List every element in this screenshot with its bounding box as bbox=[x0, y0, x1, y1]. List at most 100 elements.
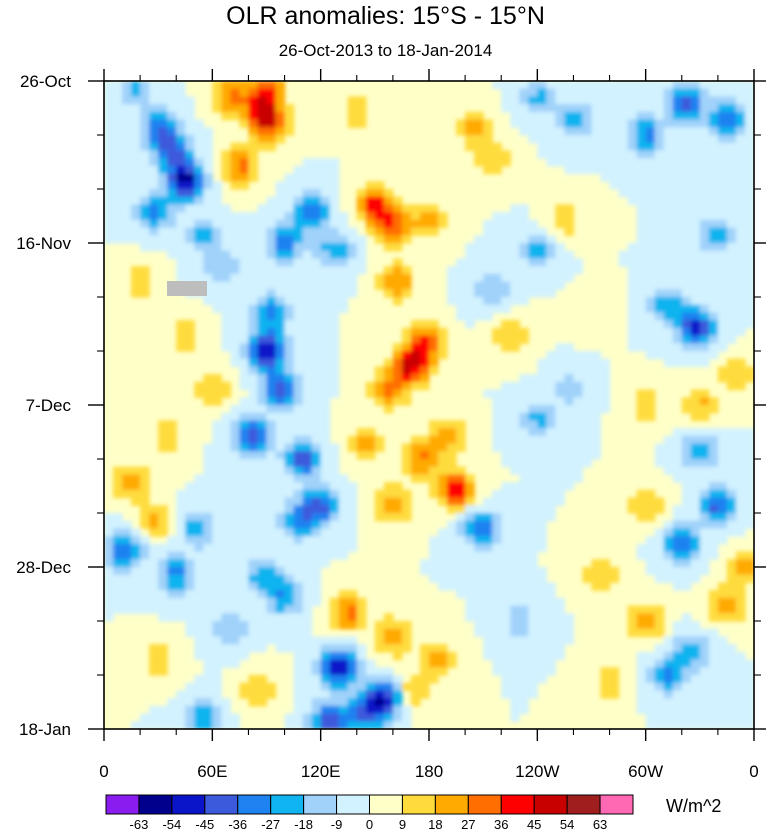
field-cell bbox=[600, 682, 611, 692]
field-cell bbox=[744, 505, 754, 514]
field-cell bbox=[600, 582, 611, 591]
field-cell bbox=[501, 443, 511, 452]
field-cell bbox=[735, 165, 746, 175]
field-cell bbox=[383, 243, 394, 252]
field-cell bbox=[492, 281, 502, 290]
field-cell bbox=[663, 219, 674, 229]
field-cell bbox=[636, 111, 647, 121]
field-cell bbox=[239, 273, 250, 283]
field-cell bbox=[203, 667, 213, 676]
field-cell bbox=[744, 165, 754, 175]
field-cell bbox=[492, 582, 502, 591]
field-cell bbox=[528, 119, 538, 128]
field-cell bbox=[293, 351, 304, 360]
field-cell bbox=[573, 443, 584, 452]
field-cell bbox=[311, 590, 322, 599]
field-cell bbox=[230, 358, 241, 368]
field-cell bbox=[735, 158, 746, 167]
field-cell bbox=[465, 520, 475, 530]
field-cell bbox=[293, 528, 304, 537]
field-cell bbox=[654, 705, 665, 715]
field-cell bbox=[609, 135, 620, 144]
field-cell bbox=[320, 189, 331, 198]
field-cell bbox=[248, 482, 259, 491]
field-cell bbox=[230, 713, 241, 722]
colorbar-level-label: 63 bbox=[593, 817, 607, 830]
field-cell bbox=[347, 497, 358, 506]
field-cell bbox=[699, 358, 710, 368]
field-cell bbox=[492, 567, 502, 576]
field-cell bbox=[131, 528, 141, 537]
field-cell bbox=[717, 443, 728, 452]
field-cell bbox=[284, 111, 295, 121]
field-cell bbox=[302, 227, 313, 236]
field-cell bbox=[546, 142, 556, 152]
field-cell bbox=[474, 111, 484, 121]
field-cell bbox=[663, 88, 674, 98]
field-cell bbox=[429, 343, 439, 352]
field-cell bbox=[356, 428, 367, 437]
field-cell bbox=[510, 513, 520, 522]
field-cell bbox=[311, 644, 322, 653]
field-cell bbox=[483, 312, 493, 321]
field-cell bbox=[293, 497, 304, 506]
field-cell bbox=[131, 227, 141, 236]
field-cell bbox=[302, 343, 313, 352]
field-cell bbox=[591, 420, 602, 429]
field-cell bbox=[699, 243, 710, 252]
field-cell bbox=[347, 227, 358, 236]
field-cell bbox=[546, 412, 556, 422]
field-cell bbox=[438, 551, 448, 560]
field-cell bbox=[320, 420, 331, 429]
field-cell bbox=[699, 466, 710, 476]
field-cell bbox=[230, 343, 241, 352]
field-cell bbox=[510, 482, 520, 491]
field-cell bbox=[672, 335, 683, 344]
field-cell bbox=[221, 459, 231, 468]
field-cell bbox=[456, 266, 466, 275]
field-cell bbox=[140, 150, 150, 159]
field-cell bbox=[519, 628, 529, 638]
field-cell bbox=[609, 181, 620, 190]
field-cell bbox=[131, 543, 141, 553]
field-cell bbox=[329, 366, 340, 375]
field-cell bbox=[456, 482, 466, 491]
field-cell bbox=[293, 459, 304, 468]
field-cell bbox=[140, 235, 150, 244]
field-cell bbox=[338, 219, 349, 229]
field-cell bbox=[663, 327, 674, 337]
field-cell bbox=[690, 135, 701, 144]
field-cell bbox=[474, 597, 484, 607]
field-cell bbox=[609, 119, 620, 128]
field-cell bbox=[744, 212, 754, 221]
field-cell bbox=[564, 81, 575, 90]
field-cell bbox=[690, 297, 701, 306]
field-cell bbox=[419, 381, 430, 391]
field-cell bbox=[230, 543, 241, 553]
field-cell bbox=[320, 250, 331, 260]
field-cell bbox=[221, 111, 231, 121]
field-cell bbox=[185, 590, 195, 599]
field-cell bbox=[185, 181, 195, 190]
field-cell bbox=[284, 721, 295, 729]
field-cell bbox=[438, 451, 448, 460]
field-cell bbox=[717, 81, 728, 90]
field-cell bbox=[194, 590, 204, 599]
field-cell bbox=[167, 227, 177, 236]
field-cell bbox=[311, 227, 322, 236]
field-cell bbox=[212, 505, 222, 514]
field-cell bbox=[221, 513, 231, 522]
field-cell bbox=[744, 250, 754, 260]
field-cell bbox=[546, 351, 556, 360]
field-cell bbox=[681, 520, 692, 530]
field-cell bbox=[681, 196, 692, 206]
field-cell bbox=[338, 258, 349, 267]
field-cell bbox=[501, 212, 511, 221]
field-cell bbox=[185, 266, 195, 275]
field-cell bbox=[284, 104, 295, 113]
field-cell bbox=[636, 243, 647, 252]
field-cell bbox=[203, 551, 213, 560]
field-cell bbox=[564, 397, 575, 406]
field-cell bbox=[564, 366, 575, 375]
field-cell bbox=[230, 559, 241, 568]
